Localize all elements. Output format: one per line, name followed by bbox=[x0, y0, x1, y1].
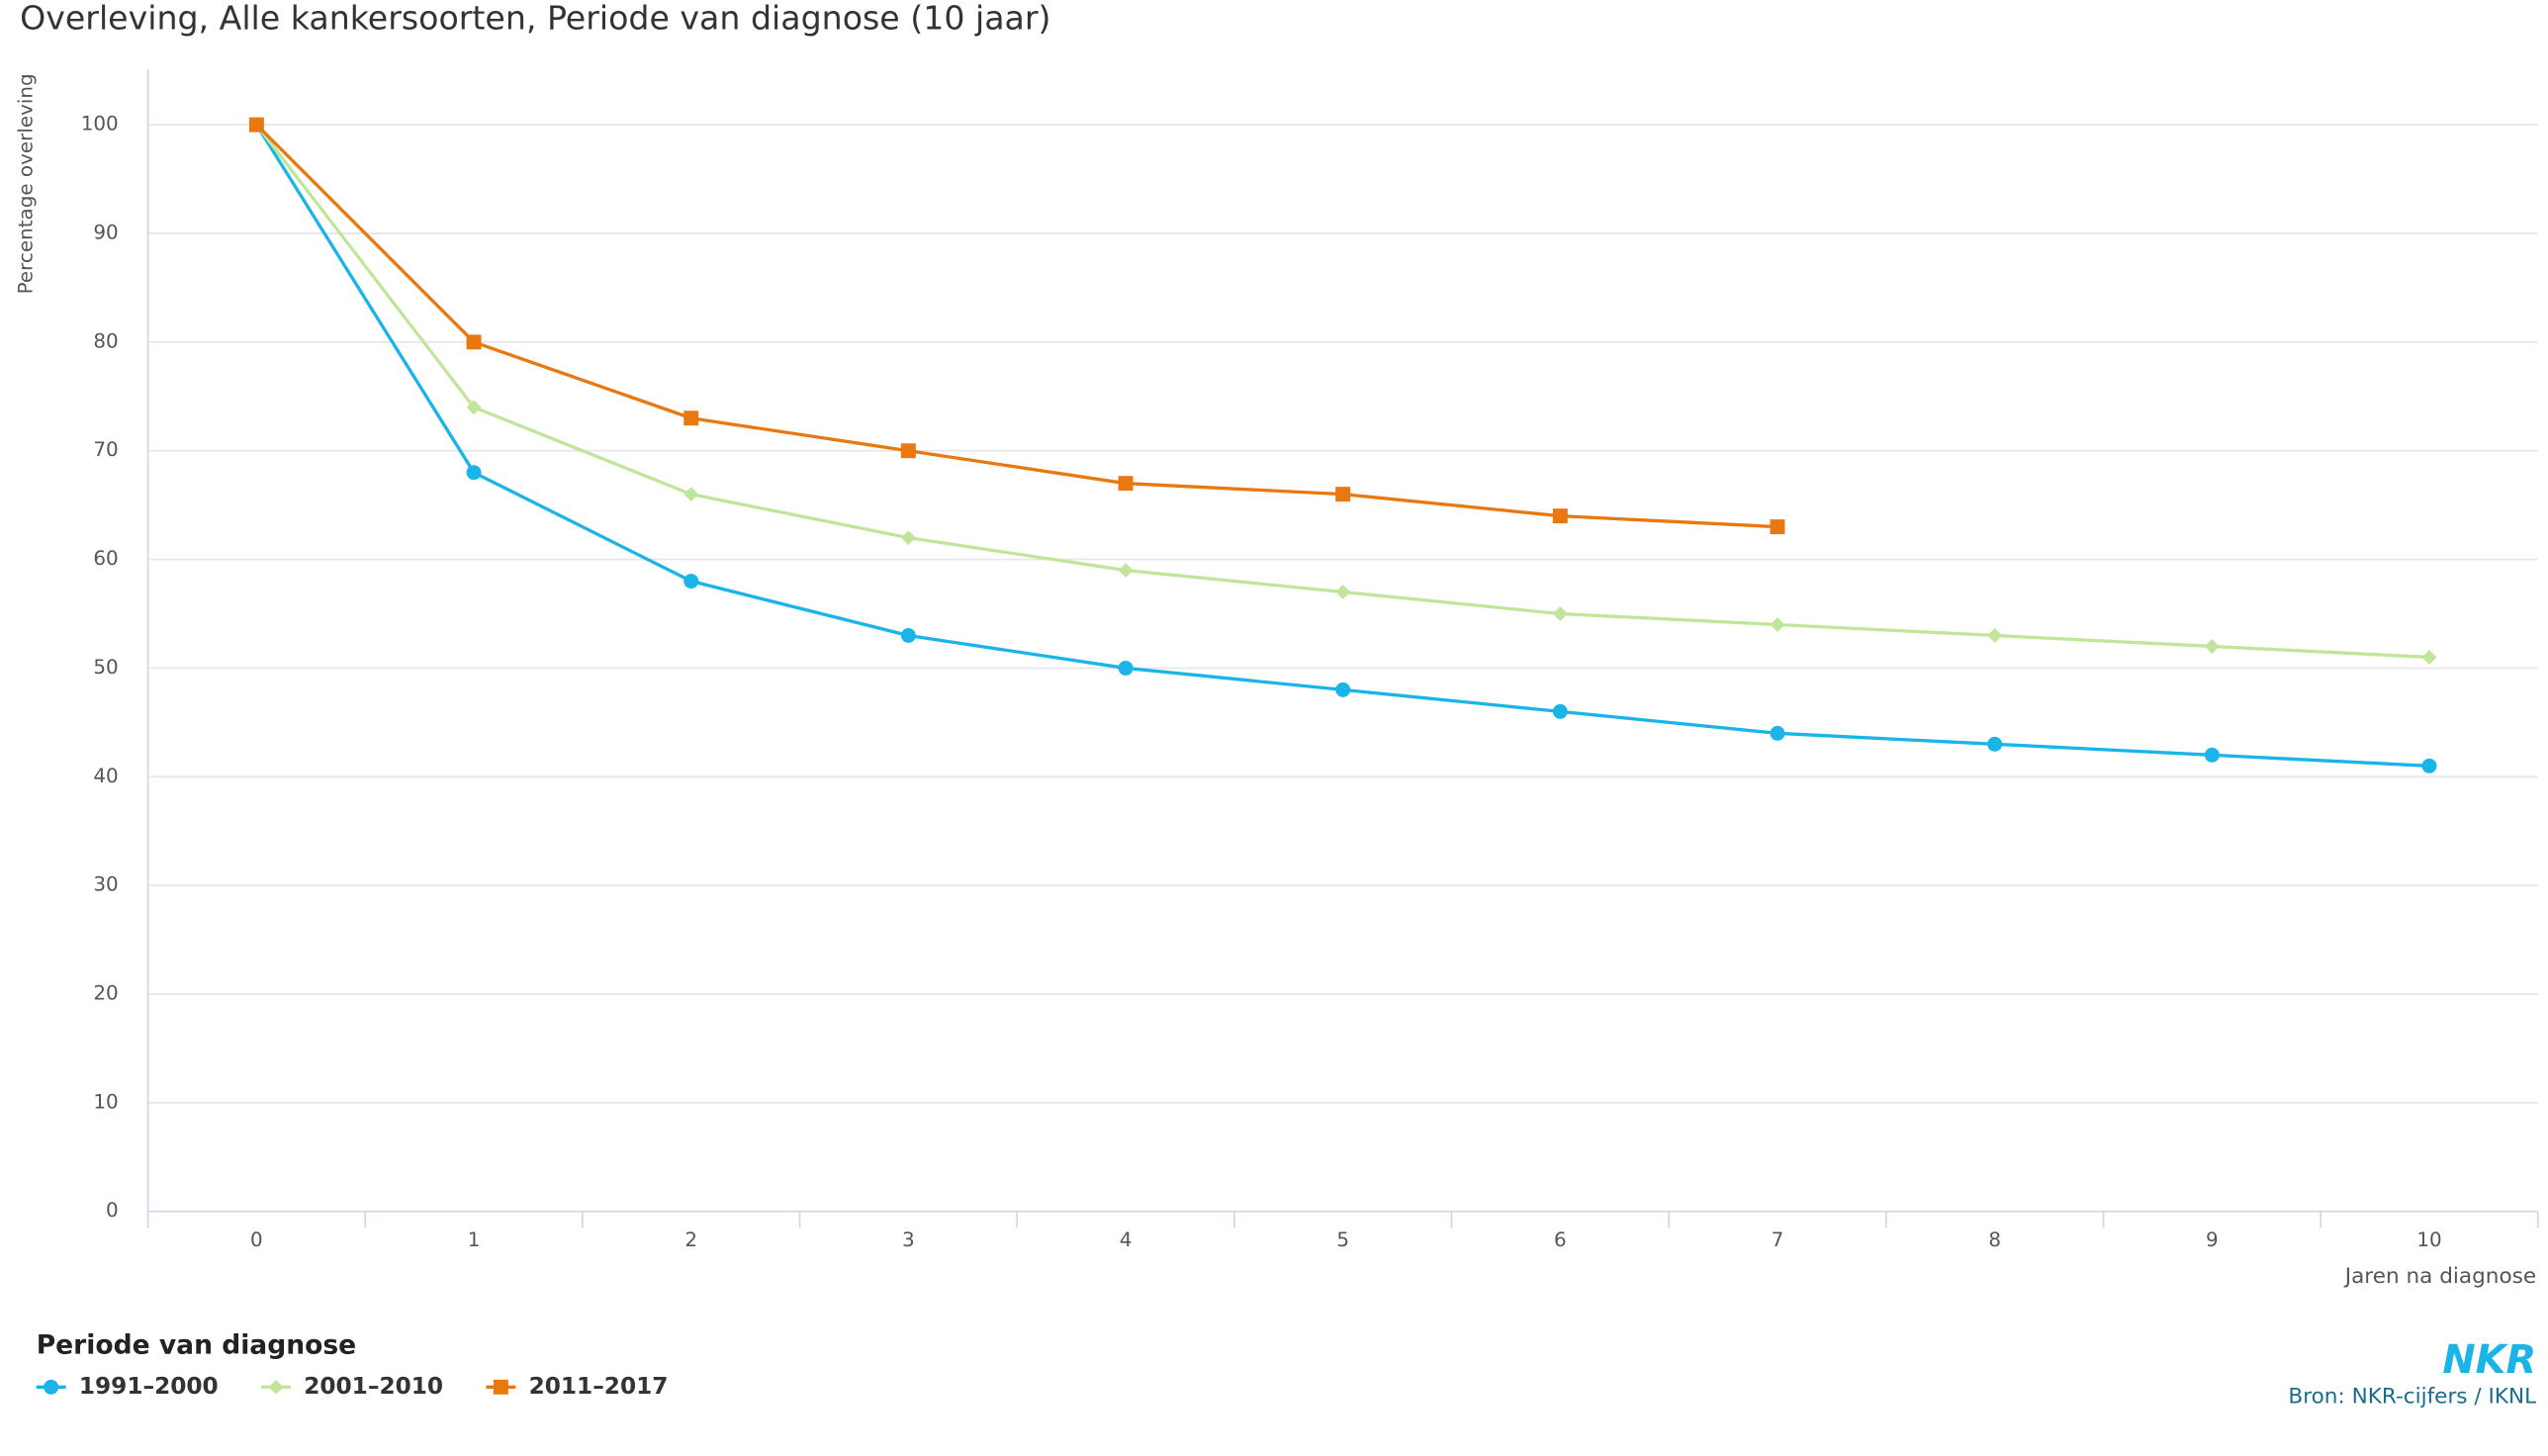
y-tick-label: 0 bbox=[106, 1199, 119, 1222]
y-axis-label: Percentage overleving bbox=[14, 73, 37, 294]
y-tick-label: 10 bbox=[93, 1090, 118, 1113]
x-tick-label: 9 bbox=[2206, 1228, 2219, 1251]
legend-marker bbox=[268, 1379, 284, 1395]
x-tick-label: 1 bbox=[468, 1228, 481, 1251]
x-tick-label: 3 bbox=[902, 1228, 915, 1251]
y-tick-label: 30 bbox=[93, 873, 118, 896]
point bbox=[466, 400, 482, 415]
point bbox=[900, 530, 916, 546]
legend-marker bbox=[44, 1379, 59, 1395]
x-tick-label: 2 bbox=[684, 1228, 697, 1251]
series-line bbox=[254, 124, 2430, 768]
point bbox=[1987, 736, 2003, 752]
point bbox=[1118, 660, 1134, 676]
legend-title: Periode van diagnose bbox=[37, 1329, 356, 1360]
point bbox=[683, 487, 699, 502]
point bbox=[1552, 508, 1568, 524]
x-tick-label: 0 bbox=[250, 1228, 263, 1251]
y-tick-label: 40 bbox=[93, 765, 118, 787]
x-tick-label: 6 bbox=[1554, 1228, 1567, 1251]
point bbox=[1552, 703, 1568, 719]
x-tick-label: 4 bbox=[1120, 1228, 1133, 1251]
point bbox=[1770, 725, 1785, 741]
point bbox=[1118, 563, 1134, 579]
series-line bbox=[255, 124, 2430, 660]
y-tick-label: 100 bbox=[81, 113, 119, 136]
point bbox=[248, 117, 264, 133]
point bbox=[683, 574, 699, 590]
y-tick-label: 80 bbox=[93, 329, 118, 352]
point bbox=[1335, 585, 1351, 599]
y-tick-label: 20 bbox=[93, 982, 118, 1005]
y-tick-label: 50 bbox=[93, 656, 118, 679]
point bbox=[1335, 487, 1351, 502]
x-tick-label: 7 bbox=[1772, 1228, 1784, 1251]
point bbox=[466, 334, 482, 350]
y-tick-label: 90 bbox=[93, 221, 118, 243]
point bbox=[1770, 617, 1785, 632]
legend-label: 1991–2000 bbox=[79, 1373, 219, 1400]
point bbox=[2204, 638, 2220, 654]
legend-marker bbox=[493, 1379, 508, 1395]
point bbox=[1987, 628, 2003, 643]
point bbox=[1552, 606, 1568, 621]
legend-label: 2011–2017 bbox=[529, 1373, 669, 1400]
source: Bron: NKR-cijfers / IKNL bbox=[2288, 1384, 2536, 1409]
point bbox=[1770, 519, 1785, 535]
point bbox=[2204, 747, 2220, 763]
point bbox=[466, 465, 482, 481]
legend-label: 2001–2010 bbox=[304, 1373, 443, 1400]
chart-title: Overleving, Alle kankersoorten, Periode … bbox=[20, 0, 1050, 37]
y-tick-label: 60 bbox=[93, 547, 118, 570]
x-tick-label: 8 bbox=[1988, 1228, 2001, 1251]
point bbox=[900, 628, 916, 643]
point bbox=[2421, 758, 2437, 774]
y-tick-label: 70 bbox=[93, 438, 118, 461]
point bbox=[1118, 476, 1134, 492]
point bbox=[1335, 682, 1351, 697]
logo: NKR bbox=[2442, 1337, 2536, 1383]
x-tick-label: 10 bbox=[2416, 1228, 2441, 1251]
point bbox=[683, 410, 699, 426]
point bbox=[900, 443, 916, 459]
x-axis-label: Jaren na diagnose bbox=[2343, 1264, 2536, 1289]
point bbox=[2421, 649, 2437, 665]
x-tick-label: 5 bbox=[1336, 1228, 1349, 1251]
series-line bbox=[255, 123, 1778, 529]
